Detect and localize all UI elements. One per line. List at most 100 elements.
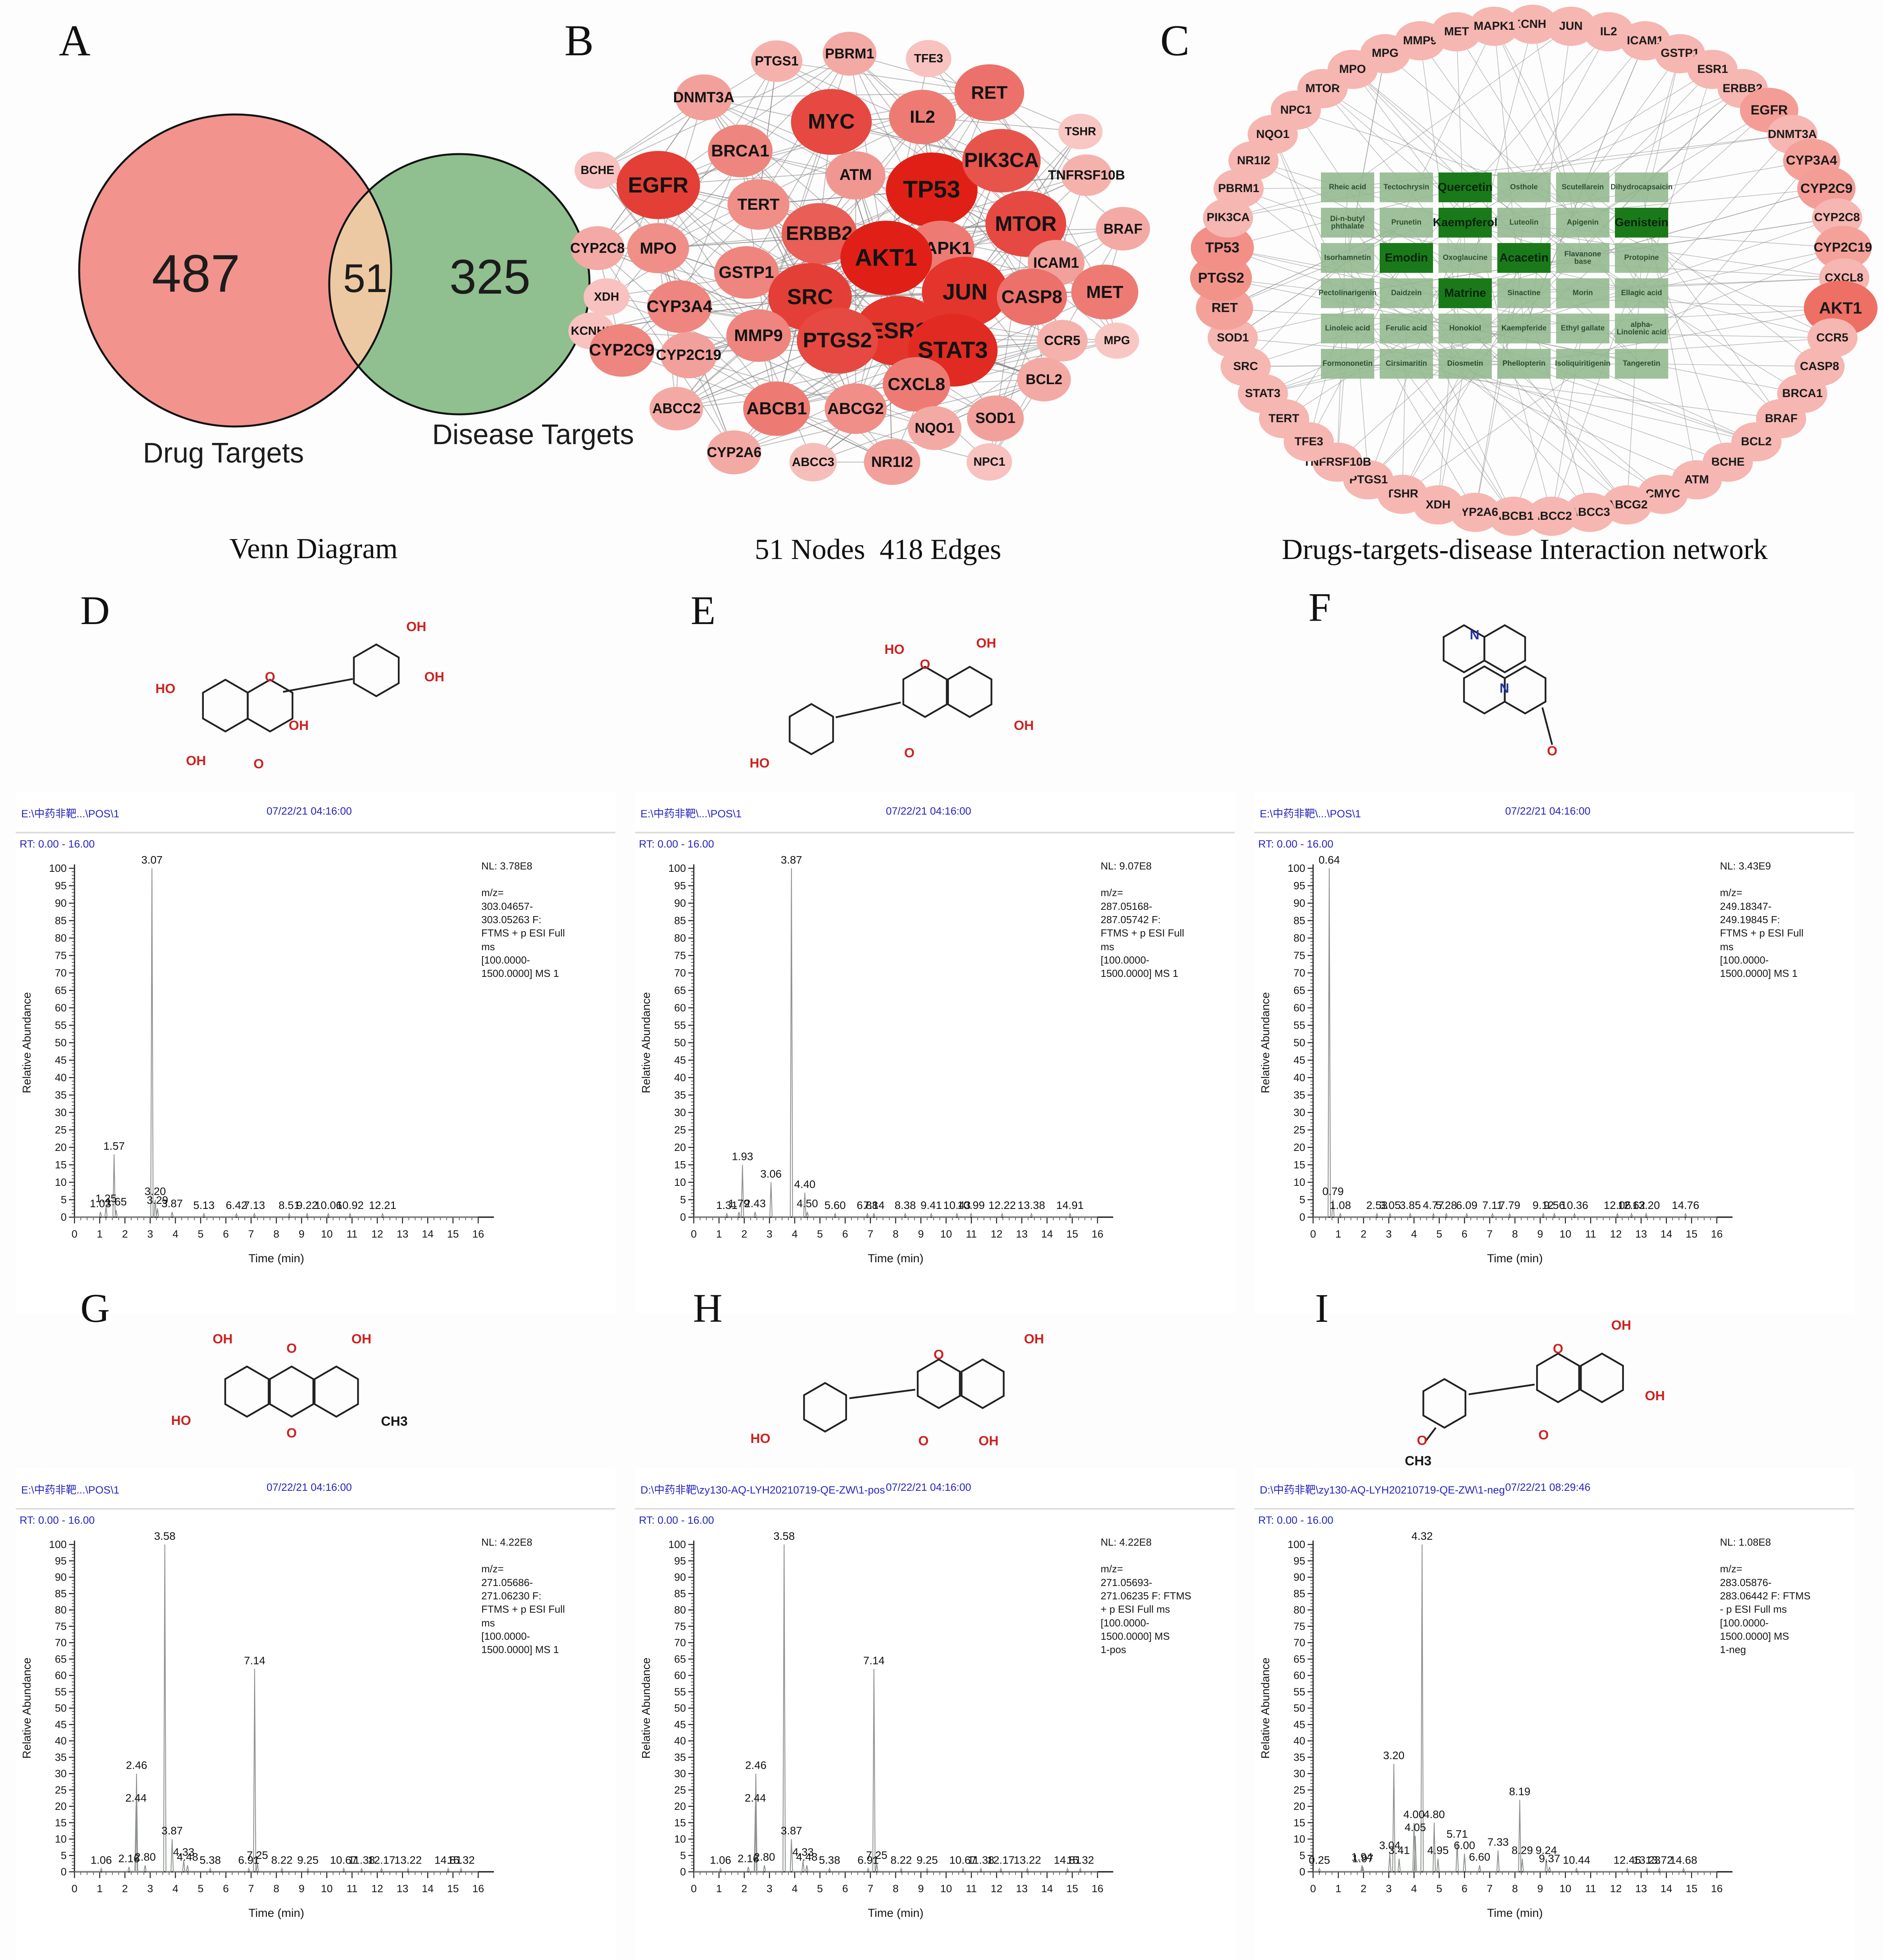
peak-4.33: 4.33 bbox=[173, 1846, 194, 1858]
panel-a-letter: A bbox=[59, 16, 91, 65]
svg-text:90: 90 bbox=[55, 897, 67, 909]
gene-node-CASP8: CASP8 bbox=[997, 268, 1067, 325]
atom-label: OH bbox=[213, 1332, 233, 1347]
svg-text:3.87: 3.87 bbox=[781, 854, 802, 866]
peak-10.92: 10.92 bbox=[336, 1199, 364, 1211]
compound-cell-Emodin: Emodin bbox=[1380, 243, 1433, 273]
svg-text:30: 30 bbox=[1293, 1107, 1305, 1118]
chromatogram-emodin: E:\中药非靶...\POS\1 07/22/21 04:16:00 RT: 0.0… bbox=[16, 1468, 615, 1960]
venn-left-count: 487 bbox=[152, 244, 240, 303]
svg-text:7.14: 7.14 bbox=[863, 1199, 885, 1211]
svg-text:75: 75 bbox=[55, 950, 67, 962]
ring-gene-node-CYP2C8: CYP2C8 bbox=[1812, 198, 1862, 238]
peak-4.33: 4.33 bbox=[792, 1846, 813, 1858]
gene-node-BCL2: BCL2 bbox=[1017, 358, 1071, 401]
svg-text:16: 16 bbox=[472, 1228, 484, 1240]
svg-text:4: 4 bbox=[172, 1883, 178, 1895]
svg-text:55: 55 bbox=[674, 1020, 686, 1031]
svg-text:3: 3 bbox=[1386, 1883, 1392, 1895]
peak-1.31: 1.31 bbox=[716, 1199, 738, 1211]
ms-nl-info: NL: 4.22E8 m/z= 271.05693- 271.06235 F: FTM… bbox=[1101, 1536, 1192, 1656]
svg-text:9.25: 9.25 bbox=[916, 1854, 938, 1866]
svg-text:70: 70 bbox=[55, 967, 67, 979]
svg-text:14: 14 bbox=[1041, 1228, 1053, 1240]
gene-node-ABCB1: ABCB1 bbox=[743, 381, 811, 436]
svg-text:40: 40 bbox=[1293, 1072, 1305, 1083]
svg-text:75: 75 bbox=[674, 950, 686, 962]
svg-text:4.50: 4.50 bbox=[796, 1198, 818, 1210]
peak-6.09: 6.09 bbox=[1456, 1199, 1478, 1211]
svg-text:3.29: 3.29 bbox=[147, 1194, 169, 1206]
svg-text:8.29: 8.29 bbox=[1511, 1844, 1533, 1857]
svg-text:20: 20 bbox=[55, 1800, 67, 1812]
atom-label: HO bbox=[171, 1413, 191, 1428]
svg-text:10: 10 bbox=[940, 1883, 952, 1895]
peak-8.22: 8.22 bbox=[271, 1854, 293, 1866]
atom-label: O bbox=[934, 1347, 944, 1362]
atom-label: O bbox=[918, 1434, 929, 1448]
ms-plot: 0 5 10 15 20 25 30 35 40 45 50 55 60 65 70 75 80 85 90 95 10… bbox=[1254, 1527, 1854, 1960]
svg-text:9: 9 bbox=[1537, 1228, 1543, 1240]
gene-node-NR1I2: NR1I2 bbox=[863, 439, 921, 485]
svg-text:2.16: 2.16 bbox=[738, 1852, 759, 1864]
svg-text:Time (min): Time (min) bbox=[249, 1907, 304, 1920]
kaempferol-structure: HO O OH OH O HO bbox=[741, 612, 1047, 780]
compound-cell-Daidzein: Daidzein bbox=[1380, 278, 1433, 308]
svg-text:8.19: 8.19 bbox=[1509, 1785, 1531, 1797]
svg-text:100: 100 bbox=[668, 1539, 686, 1550]
svg-text:70: 70 bbox=[674, 967, 686, 979]
svg-text:14.91: 14.91 bbox=[1056, 1199, 1084, 1211]
svg-text:12: 12 bbox=[990, 1883, 1002, 1895]
svg-text:65: 65 bbox=[55, 1653, 67, 1665]
peak-1.25: 1.25 bbox=[95, 1192, 117, 1204]
ms-datetime: 07/22/21 04:16:00 bbox=[1505, 805, 1591, 817]
svg-text:50: 50 bbox=[674, 1702, 686, 1714]
svg-text:60: 60 bbox=[55, 1002, 67, 1014]
svg-text:5: 5 bbox=[1299, 1194, 1305, 1206]
compound-cell-Diosmetin: Diosmetin bbox=[1439, 349, 1492, 379]
panel-a-caption: Venn Diagram bbox=[229, 533, 398, 565]
svg-text:4.95: 4.95 bbox=[1427, 1844, 1449, 1857]
svg-text:4.40: 4.40 bbox=[794, 1178, 816, 1191]
svg-text:55: 55 bbox=[55, 1020, 67, 1031]
svg-text:1.03: 1.03 bbox=[90, 1198, 111, 1210]
svg-text:35: 35 bbox=[55, 1751, 67, 1763]
svg-text:0: 0 bbox=[1310, 1883, 1316, 1895]
svg-text:14: 14 bbox=[1041, 1883, 1053, 1895]
peak-4.77: 4.77 bbox=[1423, 1199, 1444, 1211]
ms-divider bbox=[16, 1508, 615, 1510]
svg-text:85: 85 bbox=[674, 1588, 686, 1599]
gene-node-MMP9: MMP9 bbox=[726, 309, 791, 362]
svg-text:5: 5 bbox=[61, 1849, 67, 1861]
compound-cell-Genistein: Genistein bbox=[1615, 208, 1668, 238]
svg-text:9.37: 9.37 bbox=[1539, 1852, 1560, 1864]
atom-label: OH bbox=[1611, 1318, 1631, 1333]
svg-text:5: 5 bbox=[680, 1849, 686, 1861]
peak-12.22: 12.22 bbox=[989, 1199, 1016, 1211]
gene-node-RET: RET bbox=[954, 64, 1025, 121]
svg-text:10.67: 10.67 bbox=[949, 1854, 977, 1866]
svg-text:14.81: 14.81 bbox=[1054, 1854, 1081, 1866]
peak-1.65: 1.65 bbox=[105, 1196, 127, 1208]
ring-gene-node-CYP2C19: CYP2C19 bbox=[1814, 226, 1872, 270]
svg-text:2.80: 2.80 bbox=[754, 1851, 775, 1863]
svg-text:3: 3 bbox=[1386, 1228, 1392, 1240]
gene-node-TERT: TERT bbox=[727, 179, 790, 230]
svg-text:35: 35 bbox=[55, 1089, 67, 1101]
peak-3.29: 3.29 bbox=[147, 1194, 169, 1206]
svg-text:0: 0 bbox=[1310, 1228, 1316, 1240]
peak-8.38: 8.38 bbox=[894, 1199, 916, 1211]
svg-text:1.65: 1.65 bbox=[105, 1196, 127, 1208]
svg-text:3.87: 3.87 bbox=[781, 1825, 802, 1837]
peak-1.06: 1.06 bbox=[91, 1854, 112, 1866]
svg-text:10.92: 10.92 bbox=[336, 1199, 364, 1211]
peak-2.44: 2.44 bbox=[125, 1792, 147, 1804]
svg-text:25: 25 bbox=[1293, 1784, 1305, 1796]
svg-text:0.64: 0.64 bbox=[1319, 854, 1340, 866]
peak-7.14: 7.14 bbox=[863, 1199, 885, 1211]
peak-6.00: 6.00 bbox=[1454, 1839, 1475, 1851]
svg-text:8: 8 bbox=[1512, 1228, 1518, 1240]
panel-a: A 487 51 325 Drug Targets Disease Target… bbox=[39, 16, 634, 572]
svg-text:11: 11 bbox=[346, 1228, 357, 1240]
peak-9.25: 9.25 bbox=[297, 1854, 319, 1866]
